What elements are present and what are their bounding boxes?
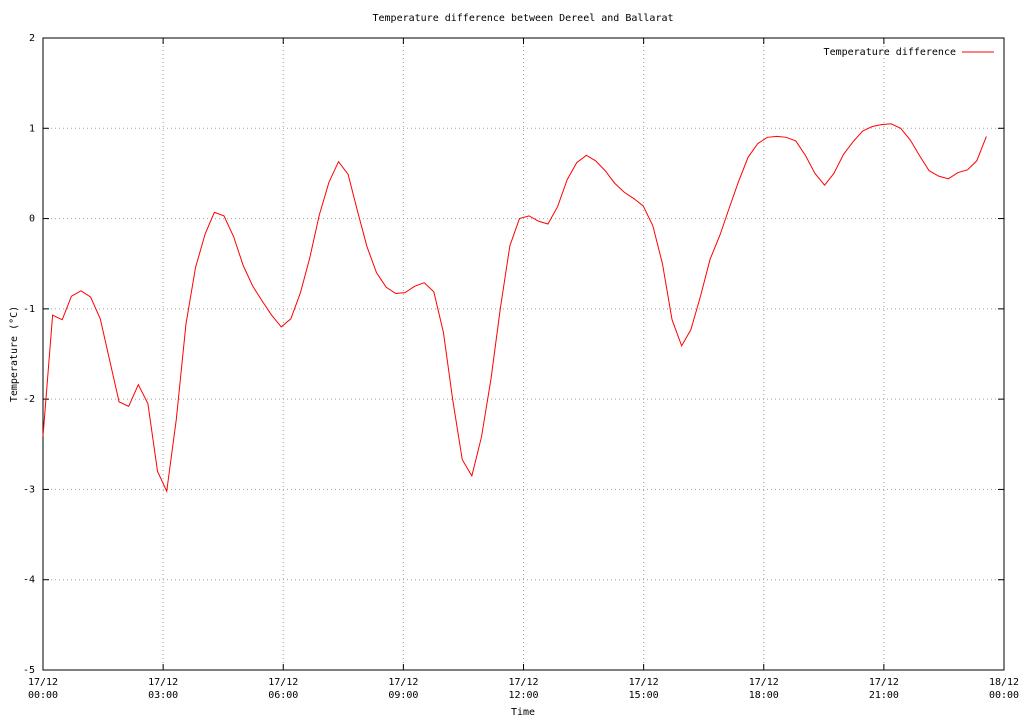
x-tick-label: 18/12 00:00 [988,677,1020,701]
y-tick-label: -1 [23,304,35,315]
x-axis-label: Time [511,707,535,718]
x-tick-label: 17/12 12:00 [508,677,539,701]
x-tick-label: 17/12 06:00 [268,677,299,701]
x-tick-label: 17/12 00:00 [27,677,59,701]
data-line [42,123,987,494]
y-tick-label: 2 [29,33,35,44]
x-tick-label: 17/12 15:00 [628,677,659,701]
x-tick-label: 17/12 03:00 [148,677,179,701]
y-tick-label: -3 [23,484,35,495]
y-tick-label: 0 [29,214,35,225]
legend-label: Temperature difference [824,47,956,58]
x-tick-label: 17/12 18:00 [748,677,779,701]
y-tick-label: -2 [23,394,35,405]
plot-frame [42,37,1005,671]
x-tick-label: 17/12 09:00 [388,677,419,701]
y-axis-label: Temperature (°C) [9,306,20,402]
y-tick-label: -5 [23,665,35,676]
y-tick-label: -4 [23,575,35,586]
x-tick-label: 17/12 21:00 [868,677,899,701]
chart-title: Temperature difference between Dereel an… [372,13,673,24]
y-tick-label: 1 [29,123,35,134]
